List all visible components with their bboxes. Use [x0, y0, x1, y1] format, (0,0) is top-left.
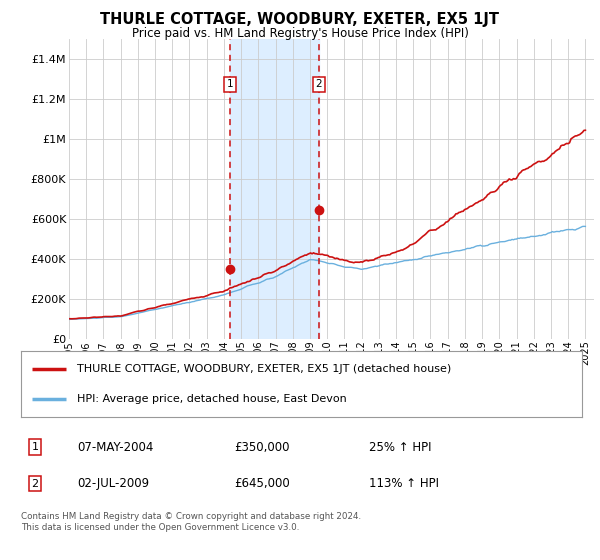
- Text: 2: 2: [315, 79, 322, 89]
- Text: Contains HM Land Registry data © Crown copyright and database right 2024.
This d: Contains HM Land Registry data © Crown c…: [21, 512, 361, 532]
- Text: 113% ↑ HPI: 113% ↑ HPI: [369, 477, 439, 490]
- Text: THURLE COTTAGE, WOODBURY, EXETER, EX5 1JT (detached house): THURLE COTTAGE, WOODBURY, EXETER, EX5 1J…: [77, 364, 451, 374]
- Text: 25% ↑ HPI: 25% ↑ HPI: [369, 441, 431, 454]
- Text: 02-JUL-2009: 02-JUL-2009: [77, 477, 149, 490]
- Text: Price paid vs. HM Land Registry's House Price Index (HPI): Price paid vs. HM Land Registry's House …: [131, 27, 469, 40]
- Text: HPI: Average price, detached house, East Devon: HPI: Average price, detached house, East…: [77, 394, 347, 404]
- Text: £350,000: £350,000: [234, 441, 290, 454]
- Text: THURLE COTTAGE, WOODBURY, EXETER, EX5 1JT: THURLE COTTAGE, WOODBURY, EXETER, EX5 1J…: [101, 12, 499, 27]
- Text: 07-MAY-2004: 07-MAY-2004: [77, 441, 154, 454]
- Text: 1: 1: [227, 79, 233, 89]
- Text: 2: 2: [31, 479, 38, 488]
- Text: 1: 1: [32, 442, 38, 452]
- Bar: [230, 39, 319, 339]
- Text: £645,000: £645,000: [234, 477, 290, 490]
